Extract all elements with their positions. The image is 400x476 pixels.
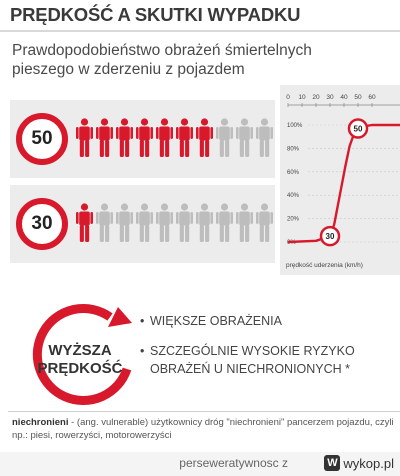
footnote-term: niechronieni <box>12 417 69 428</box>
page-title: PRĘDKOŚĆ A SKUTKI WYPADKU <box>10 4 301 25</box>
consequence-list: WIĘKSZE OBRAŻENIA SZCZEGÓLNIE WYSOKIE RY… <box>140 312 395 390</box>
pedestrian-icon <box>196 118 213 157</box>
speed-marker-label: 50 <box>354 125 363 134</box>
pedestrian-icon <box>216 203 233 242</box>
y-tick-label: 60% <box>287 170 300 176</box>
x-tick-label: 60 <box>368 94 376 101</box>
higher-speed-badge: WYŻSZA PRĘDKOŚĆ <box>32 303 132 405</box>
speed-limit-value: 30 <box>31 213 53 234</box>
pedestrian-icon <box>116 118 133 157</box>
pedestrian-icon <box>96 203 113 242</box>
footnote-text: - (ang. vulnerable) użytkownicy dróg "ni… <box>12 417 394 441</box>
pedestrian-icon <box>176 203 193 242</box>
pedestrian-icon <box>116 203 133 242</box>
list-item: WIĘKSZE OBRAŻENIA <box>140 312 395 330</box>
speed-row-30: 30 <box>10 185 275 263</box>
speed-marker-label: 30 <box>326 232 335 241</box>
y-tick-label: 100% <box>287 123 303 129</box>
subtitle: Prawdopodobieństwo obrażeń śmiertelnych … <box>12 42 312 78</box>
list-item: SZCZEGÓLNIE WYSOKIE RYZYKO OBRAŻEŃ U NIE… <box>140 342 395 378</box>
pedestrian-icon <box>236 118 253 157</box>
pedestrian-icon <box>136 118 153 157</box>
pedestrian-icon <box>156 203 173 242</box>
pedestrian-icon <box>76 118 93 157</box>
wykop-logo-text: wykop.pl <box>343 455 394 471</box>
pedestrian-icon <box>256 203 273 242</box>
badge-line-1: WYŻSZA <box>48 342 111 359</box>
speed-row-50: 50 <box>10 100 275 178</box>
pedestrian-icon <box>236 203 253 242</box>
footnote: niechronieni - (ang. vulnerable) użytkow… <box>12 416 397 442</box>
x-tick-label: 30 <box>326 94 334 101</box>
pedestrian-icon <box>196 203 213 242</box>
pedestrian-icons <box>75 203 274 243</box>
speed-limit-sign-50: 50 <box>16 113 68 165</box>
pedestrian-icon <box>76 203 93 242</box>
pedestrian-icon <box>216 118 233 157</box>
note-divider <box>8 411 400 412</box>
fatality-curve <box>287 123 400 244</box>
pedestrian-icon <box>176 118 193 157</box>
x-tick-label: 50 <box>354 94 362 101</box>
footer-bar: perseweratywnosc z W wykop.pl <box>0 452 400 476</box>
wykop-logo[interactable]: W wykop.pl <box>324 455 394 471</box>
badge-arc <box>32 303 132 405</box>
pedestrian-icon <box>256 118 273 157</box>
x-tick-label: 40 <box>340 94 348 101</box>
pedestrian-icons <box>75 118 274 158</box>
y-tick-label: 20% <box>287 217 300 223</box>
wykop-logo-icon: W <box>324 455 341 471</box>
author-link[interactable]: perseweratywnosc z <box>179 456 288 470</box>
x-tick-label: 0 <box>286 94 290 101</box>
pedestrian-icon <box>96 118 113 157</box>
pedestrian-icon <box>156 118 173 157</box>
y-tick-label: 80% <box>287 146 300 152</box>
pedestrian-icon <box>136 203 153 242</box>
badge-line-2: PRĘDKOŚĆ <box>37 359 122 377</box>
speed-marker <box>347 118 369 139</box>
y-tick-label: 40% <box>287 193 300 199</box>
speed-marker <box>319 225 341 247</box>
speed-limit-value: 50 <box>31 128 53 149</box>
fatality-chart: 0 10 20 30 40 50 60 100% 80% 60% 40% 20% 0% 30 50 prędk… <box>280 85 400 275</box>
title-divider <box>0 30 400 32</box>
x-tick-label: 20 <box>312 94 320 101</box>
chart-svg: 0 10 20 30 40 50 60100%80%60%40%20%0%3050prędk… <box>286 94 400 269</box>
x-tick-label: 10 <box>298 94 306 101</box>
x-axis-label: prędkość uderzenia (km/h) <box>286 262 363 269</box>
speed-limit-sign-30: 30 <box>16 198 68 250</box>
arrow-head-icon <box>108 307 132 327</box>
